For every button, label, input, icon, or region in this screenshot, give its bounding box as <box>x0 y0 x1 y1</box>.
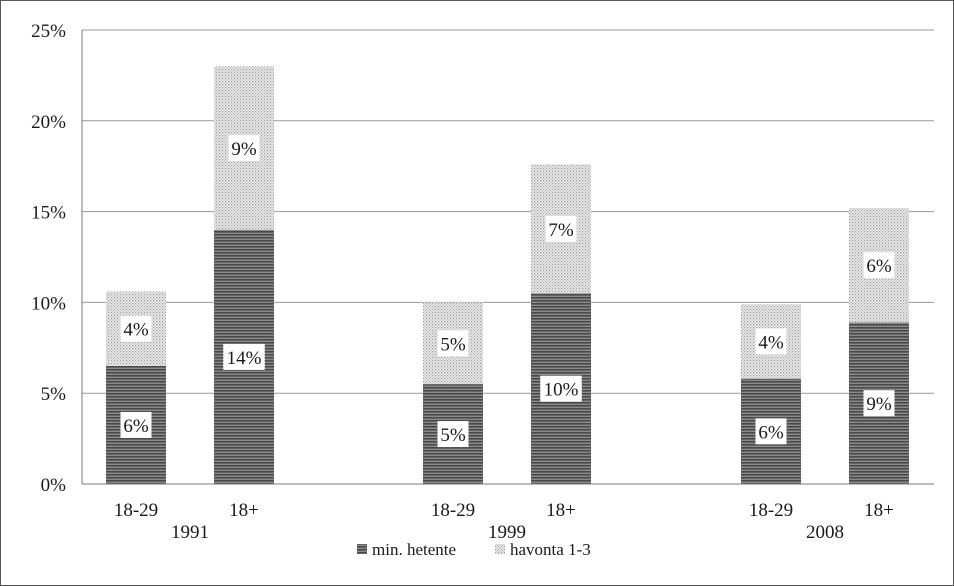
legend-swatch <box>495 544 505 554</box>
data-label-box <box>863 252 895 279</box>
data-label: 9% <box>866 394 892 415</box>
data-label: 14% <box>227 348 262 369</box>
bars <box>106 66 909 484</box>
data-label: 4% <box>123 320 149 341</box>
legend-label: havonta 1-3 <box>510 540 591 559</box>
data-label-box <box>120 315 152 342</box>
data-label-box <box>223 343 265 370</box>
data-label-box <box>540 375 582 402</box>
data-label-box <box>545 215 577 242</box>
category-label: 18+ <box>864 500 894 521</box>
data-label: 5% <box>440 334 466 355</box>
data-label-box <box>755 418 787 445</box>
data-label-box <box>228 135 260 162</box>
year-label: 2008 <box>806 522 844 543</box>
y-tick-label: 5% <box>41 384 67 405</box>
y-tick-label: 10% <box>31 293 66 314</box>
category-label: 18-29 <box>431 500 475 521</box>
data-label-box <box>437 421 469 448</box>
data-label: 7% <box>548 220 574 241</box>
data-label: 6% <box>123 416 149 437</box>
data-label: 5% <box>440 425 466 446</box>
axes: 0% 5% 10% 15% 20% 25% 18-29 18+ 1991 18-29 18+ 1999… <box>31 21 934 543</box>
data-label: 10% <box>544 380 579 401</box>
data-label: 4% <box>758 332 784 353</box>
legend: min. hetente havonta 1-3 <box>357 540 591 559</box>
year-label: 1999 <box>488 522 526 543</box>
legend-swatch <box>357 544 367 554</box>
category-label: 18-29 <box>749 500 793 521</box>
data-labels: 6% 4% 14% 9% 5% 5% 10% 7% 6% 4% 9% 6% <box>120 135 895 448</box>
y-tick-label: 25% <box>31 21 66 42</box>
y-tick-label: 20% <box>31 112 66 133</box>
category-label: 18-29 <box>114 500 158 521</box>
data-label: 6% <box>758 422 784 443</box>
data-label-box <box>755 328 787 355</box>
gridlines <box>82 29 934 394</box>
y-tick-label: 0% <box>41 475 67 496</box>
data-label: 6% <box>866 256 892 277</box>
year-label: 1991 <box>171 522 209 543</box>
category-label: 18+ <box>546 500 576 521</box>
legend-label: min. hetente <box>372 540 456 559</box>
data-label-box <box>437 330 469 357</box>
y-tick-label: 15% <box>31 203 66 224</box>
data-label-box <box>863 390 895 417</box>
data-label-box <box>120 411 152 438</box>
category-label: 18+ <box>229 500 259 521</box>
data-label: 9% <box>231 139 257 160</box>
